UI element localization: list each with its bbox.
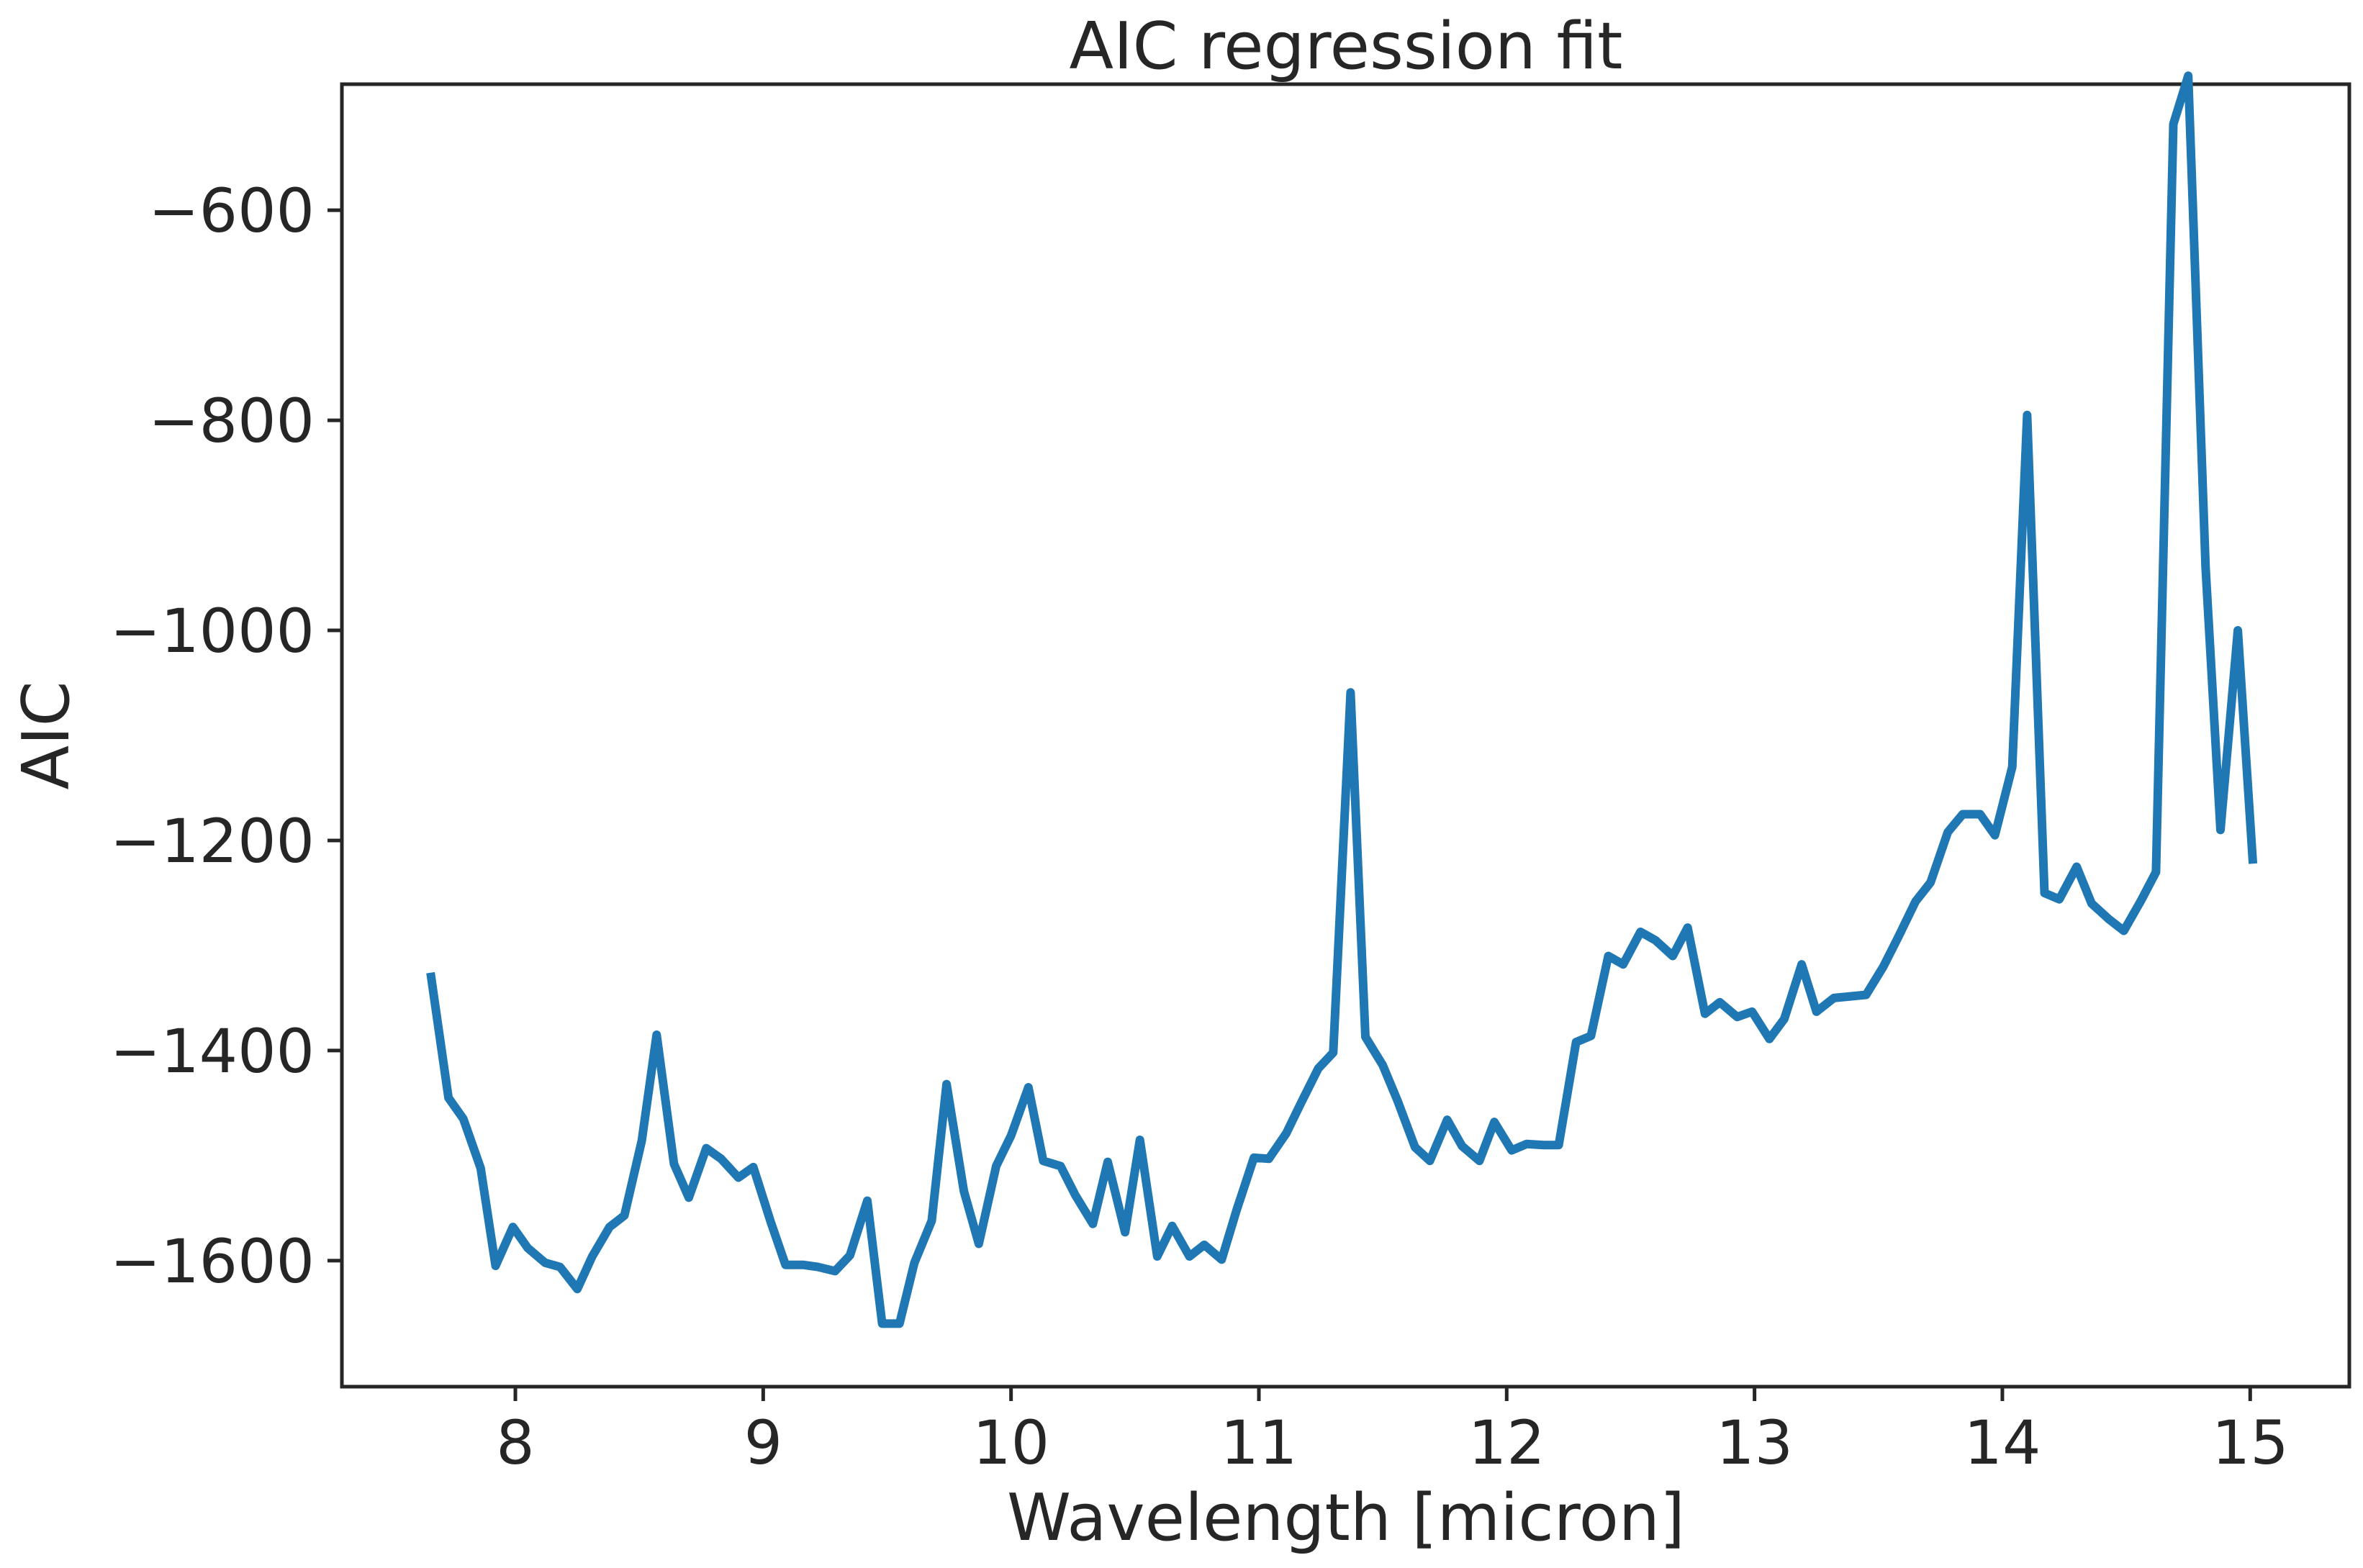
chart-title: AIC regression fit [1070,9,1623,84]
x-tick-label: 9 [744,1408,782,1478]
x-tick-label: 13 [1716,1408,1793,1478]
series-line-0 [426,71,2258,1328]
y-tick-label: −1400 [110,1016,315,1087]
y-tick-label: −800 [148,386,315,456]
x-tick-label: 14 [1964,1408,2041,1478]
y-tick-label: −600 [148,176,315,246]
x-tick-label: 12 [1468,1408,1545,1478]
plot-area-frame [340,82,2351,1389]
y-tick-label: −1600 [110,1226,315,1297]
x-tick-label: 11 [1221,1408,1298,1478]
x-tick-label: 8 [496,1408,534,1478]
x-tick-label: 15 [2212,1408,2289,1478]
y-tick-label: −1000 [110,596,315,666]
x-tick-label: 10 [972,1408,1049,1478]
y-axis-label: AIC [9,681,84,790]
x-axis: 8 9 10 11 12 13 14 15 [496,1387,2289,1478]
series-layer [426,71,2258,1328]
y-axis: −600 −800 −1000 −1200 −1400 −1600 [110,176,342,1297]
y-tick-label: −1200 [110,806,315,876]
x-axis-label: Wavelength [micron] [1007,1480,1685,1556]
